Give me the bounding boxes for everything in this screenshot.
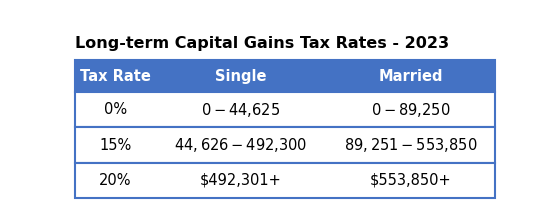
Text: 20%: 20%	[99, 173, 132, 188]
Text: $44,626 - $492,300: $44,626 - $492,300	[174, 136, 307, 154]
Text: $553,850+: $553,850+	[369, 173, 451, 188]
Bar	[75, 128, 495, 163]
Text: $492,301+: $492,301+	[199, 173, 281, 188]
Text: $0 - $89,250: $0 - $89,250	[370, 101, 450, 119]
Text: 0%: 0%	[104, 102, 127, 117]
Text: Single: Single	[215, 69, 266, 84]
Bar	[75, 92, 495, 128]
Text: $89,251 - $553,850: $89,251 - $553,850	[344, 136, 477, 154]
Text: Tax Rate: Tax Rate	[80, 69, 151, 84]
Text: Long-term Capital Gains Tax Rates - 2023: Long-term Capital Gains Tax Rates - 2023	[75, 36, 449, 51]
Text: 15%: 15%	[99, 137, 132, 153]
Text: $0 - $44,625: $0 - $44,625	[201, 101, 280, 119]
Text: Married: Married	[378, 69, 443, 84]
Bar	[75, 60, 495, 92]
Bar	[75, 163, 495, 198]
